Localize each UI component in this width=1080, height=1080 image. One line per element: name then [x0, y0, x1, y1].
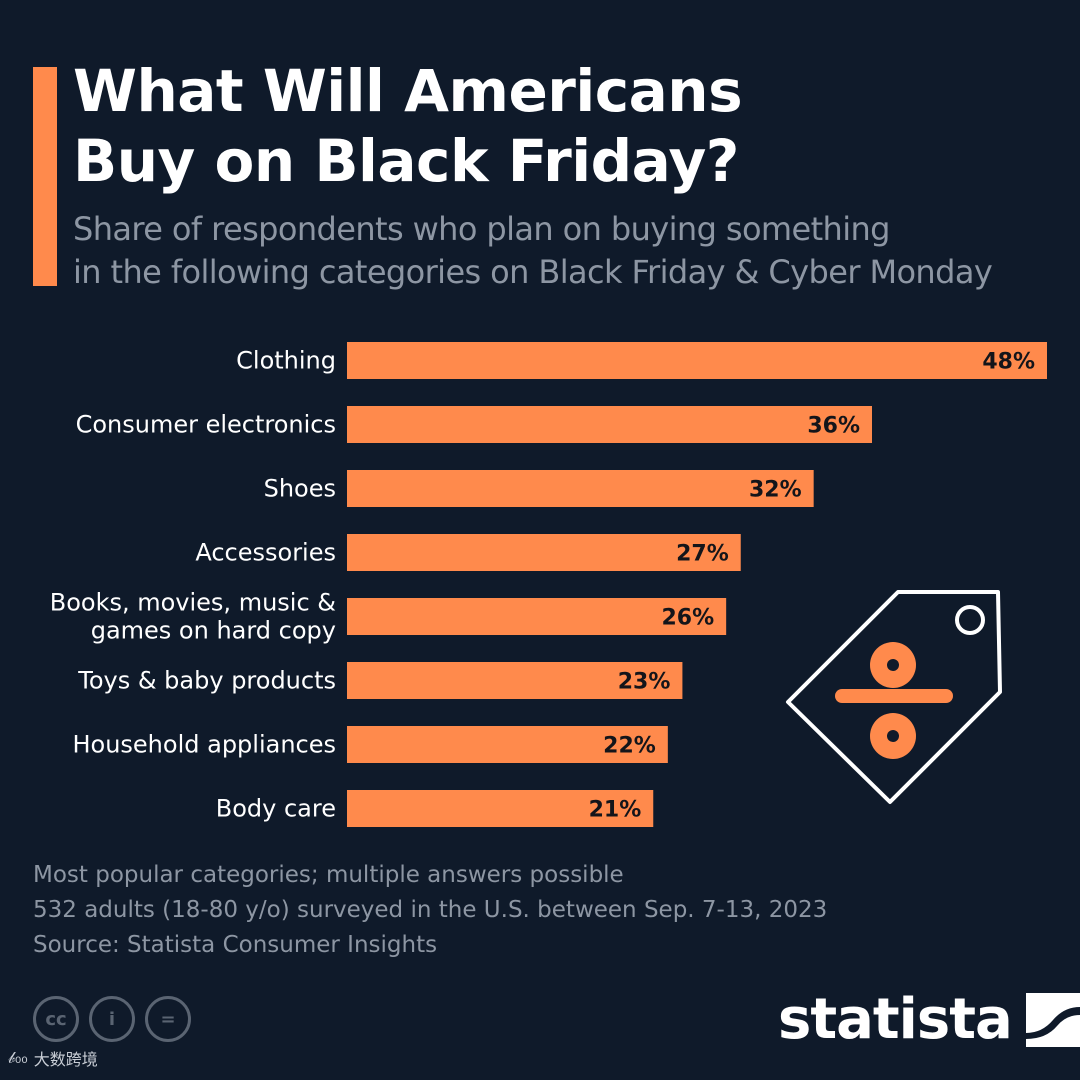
- bar-value-label-0: 48%: [982, 350, 1035, 375]
- bar-6: [347, 726, 668, 763]
- price-tag-icon: [786, 590, 1002, 804]
- title-line-2: Buy on Black Friday?: [73, 127, 739, 195]
- license-icons: cc i =: [33, 996, 191, 1042]
- bar-value-label-1: 36%: [807, 414, 860, 439]
- category-label-5: Toys & baby products: [77, 667, 336, 695]
- category-label-4-line-1: games on hard copy: [91, 617, 336, 645]
- chart-footer: Most popular categories; multiple answer…: [33, 858, 933, 963]
- bar-value-label-2: 32%: [749, 478, 802, 503]
- chart-title: What Will Americans Buy on Black Friday?: [73, 56, 1053, 196]
- category-label-1: Consumer electronics: [76, 411, 336, 439]
- category-label-7-line-0: Body care: [216, 795, 336, 823]
- category-label-6: Household appliances: [72, 731, 336, 759]
- category-label-2-line-0: Shoes: [264, 475, 336, 503]
- title-line-1: What Will Americans: [73, 57, 743, 125]
- statista-logo-icon: [1025, 993, 1080, 1047]
- no-derivatives-icon: =: [145, 996, 191, 1042]
- bar-4: [347, 598, 727, 635]
- bar-value-label-6: 22%: [603, 734, 656, 759]
- footer-survey: 532 adults (18-80 y/o) surveyed in the U…: [33, 897, 828, 923]
- watermark: 𝒷₀₀ 大数跨境: [8, 1046, 98, 1070]
- category-label-3-line-0: Accessories: [195, 539, 336, 567]
- statista-brand: statista: [778, 990, 1080, 1050]
- category-label-6-line-0: Household appliances: [72, 731, 336, 759]
- category-label-0-line-0: Clothing: [236, 347, 336, 375]
- category-label-4: Books, movies, music & games on hard copy: [50, 589, 336, 645]
- attribution-icon: i: [89, 996, 135, 1042]
- bar-7: [347, 790, 654, 827]
- bar-chart: 48% Clothing 36% Consumer electronics 32% Sho…: [50, 342, 1047, 827]
- bar-value-label-5: 23%: [618, 670, 671, 695]
- category-label-2: Shoes: [264, 475, 336, 503]
- footer-note: Most popular categories; multiple answer…: [33, 862, 624, 888]
- bar-0: [347, 342, 1047, 379]
- bar-5: [347, 662, 683, 699]
- bar-value-label-7: 21%: [589, 798, 642, 823]
- category-label-5-line-0: Toys & baby products: [77, 667, 336, 695]
- footer-source: Source: Statista Consumer Insights: [33, 932, 438, 958]
- category-label-0: Clothing: [236, 347, 336, 375]
- bar-3: [347, 534, 741, 571]
- category-label-7: Body care: [216, 795, 336, 823]
- category-label-1-line-0: Consumer electronics: [76, 411, 336, 439]
- watermark-icon: 𝒷₀₀: [8, 1048, 28, 1067]
- watermark-text: 大数跨境: [33, 1050, 98, 1069]
- title-accent-bar: [33, 67, 57, 286]
- bar-value-label-4: 26%: [661, 606, 714, 631]
- brand-name: statista: [778, 987, 1013, 1052]
- bar-2: [347, 470, 814, 507]
- subtitle-line-1: Share of respondents who plan on buying …: [73, 210, 891, 248]
- bar-value-label-3: 27%: [676, 542, 729, 567]
- chart-subtitle: Share of respondents who plan on buying …: [73, 208, 1063, 294]
- cc-icon: cc: [33, 996, 79, 1042]
- category-label-3: Accessories: [195, 539, 336, 567]
- category-label-4-line-0: Books, movies, music &: [50, 589, 336, 617]
- bar-1: [347, 406, 872, 443]
- subtitle-line-2: in the following categories on Black Fri…: [73, 253, 993, 291]
